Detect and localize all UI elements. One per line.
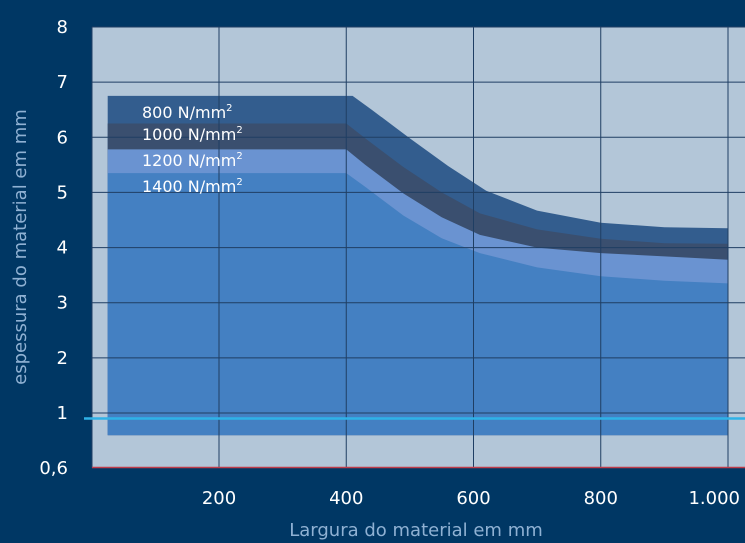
band-labels-layer: 800 N/mm2 1000 N/mm2 1200 N/mm2 1400 N/mm2 — [142, 103, 243, 196]
bands-layer — [107, 95, 728, 436]
x-tick-label-1: 200 — [202, 488, 236, 509]
y-tick-label-4: 3 — [57, 293, 68, 314]
y-tick-label-7: 6 — [57, 127, 68, 148]
y-tick-label-5: 4 — [57, 238, 68, 259]
y-tick-label-8: 7 — [57, 72, 68, 93]
band-label-1: 800 N/mm2 — [142, 103, 233, 122]
x-tick-label-4: 800 — [584, 488, 618, 509]
band-label-2: 1000 N/mm2 — [142, 125, 243, 144]
y-tick-label-3: 2 — [57, 348, 68, 369]
band-label-3: 1200 N/mm2 — [142, 151, 243, 170]
x-tick-label-2: 400 — [329, 488, 363, 509]
y-tick-label-1: 0,6 — [39, 458, 68, 479]
y-axis-title: espessura do material em mm — [10, 109, 31, 385]
y-tick-label-2: 1 — [57, 403, 68, 424]
lines-layer — [84, 417, 745, 469]
x-tick-label-5: 1.000 — [688, 488, 740, 509]
grid-layer — [91, 26, 745, 468]
y-tick-label-6: 5 — [57, 182, 68, 203]
y-tick-label-9: 8 — [57, 17, 68, 38]
x-tick-label-3: 600 — [456, 488, 490, 509]
band-label-4: 1400 N/mm2 — [142, 177, 243, 196]
ticks-layer: 0,6 1 2 3 4 5 6 7 8 200 400 600 800 1.000 — [39, 17, 740, 509]
band-area-4 — [107, 173, 728, 436]
x-axis-title: Largura do material em mm — [289, 520, 543, 541]
